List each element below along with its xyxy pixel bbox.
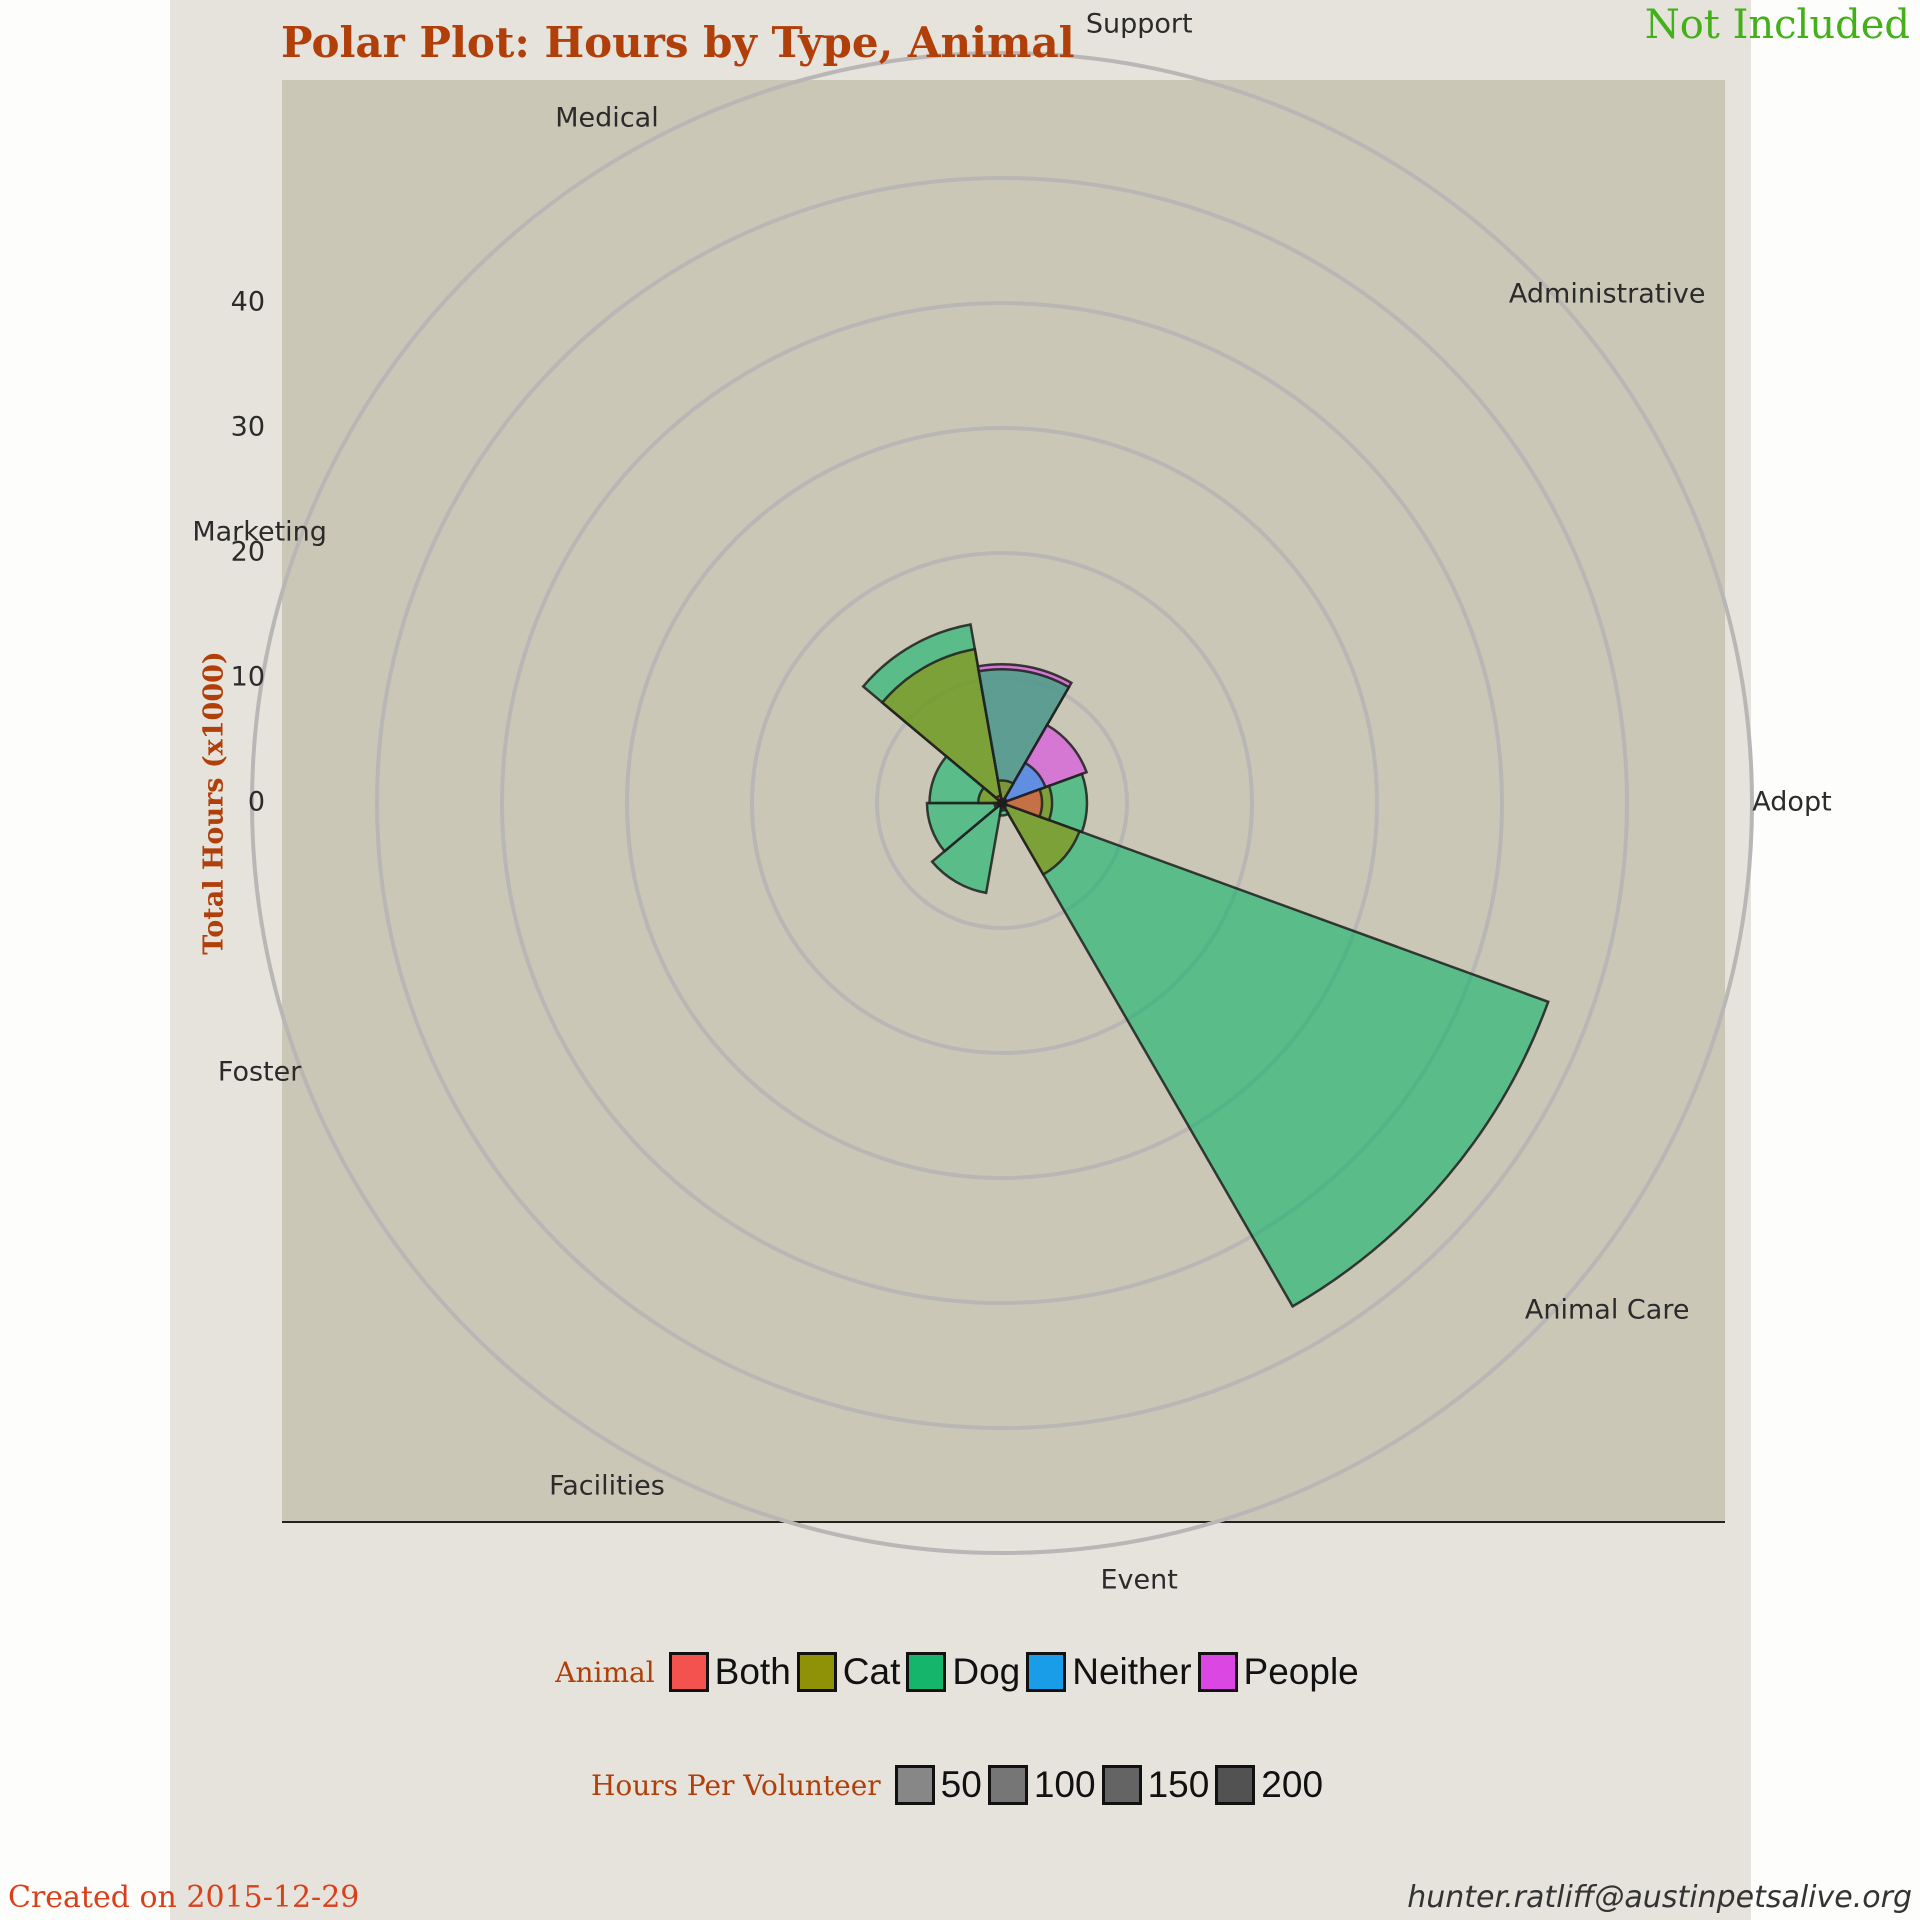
category-label-marketing: Marketing — [192, 516, 327, 547]
legend-size-item-150: 150 — [1101, 1764, 1210, 1806]
legend-animal: Animal Both Cat Dog Neither People — [0, 1651, 1920, 1693]
legend-swatch — [906, 1652, 947, 1692]
grid-circle-outer — [250, 51, 1754, 1555]
bar-dog-animal-care — [999, 800, 1550, 1309]
bar-neither-administrative — [999, 761, 1048, 806]
legend-swatch — [894, 1765, 935, 1805]
bar-dog-support — [977, 668, 1071, 807]
r-tick-label: 30 — [231, 412, 265, 443]
r-tick-label: 40 — [231, 287, 265, 318]
bar-dog-foster — [925, 801, 1006, 853]
bar-both-adopt — [998, 787, 1044, 819]
legend-label: 150 — [1147, 1764, 1210, 1805]
category-label-administrative: Administrative — [1509, 279, 1706, 310]
legend-swatch — [1215, 1765, 1256, 1805]
category-label-medical: Medical — [555, 102, 658, 133]
legend-label: 200 — [1261, 1764, 1324, 1805]
chart-title: Polar Plot: Hours by Type, Animal — [281, 18, 1075, 67]
legend-label: Both — [714, 1651, 791, 1692]
legend-size-title: Hours Per Volunteer — [590, 1768, 881, 1802]
labels-layer: Administrative Adopt Animal Care Event Facil… — [192, 9, 1831, 1596]
category-label-animal-care: Animal Care — [1525, 1294, 1690, 1325]
legend-item-cat: Cat — [796, 1651, 901, 1693]
grid-circle — [750, 551, 1254, 1055]
legend-label: 50 — [940, 1764, 982, 1805]
bar-dog-facilities — [930, 799, 1004, 895]
legend-label: Dog — [952, 1651, 1021, 1692]
category-label-foster: Foster — [218, 1057, 302, 1088]
category-label-adopt: Adopt — [1752, 787, 1831, 818]
legend-swatch — [1101, 1765, 1142, 1805]
legend-size-item-200: 200 — [1215, 1764, 1323, 1806]
r-tick-label: 10 — [231, 662, 265, 693]
bar-cat-animal-care — [999, 800, 1082, 877]
category-label-support: Support — [1086, 9, 1193, 40]
legend-swatch — [668, 1652, 709, 1692]
r-tick-label: 20 — [231, 537, 265, 568]
r-tick-label: 0 — [248, 787, 265, 818]
bar-cat-medical — [880, 647, 1004, 807]
legend-swatch — [1026, 1652, 1067, 1692]
legend-label: Cat — [842, 1651, 901, 1692]
legend-swatch — [987, 1765, 1028, 1805]
category-label-facilities: Facilities — [549, 1471, 665, 1502]
legend-animal-title: Animal — [555, 1655, 655, 1689]
watermark-label: Not Included — [1644, 2, 1910, 48]
legend-label: Neither — [1072, 1651, 1192, 1692]
category-label-event: Event — [1101, 1564, 1178, 1595]
legend-size-item-50: 50 — [894, 1764, 982, 1806]
created-date: Created on 2015-12-29 — [8, 1880, 360, 1915]
legend-label: People — [1243, 1651, 1359, 1692]
author-email: hunter.ratliff@austinpetsalive.org — [1407, 1880, 1912, 1915]
legend-size-items: 50 100 150 200 — [894, 1764, 1329, 1806]
legend-animal-items: Both Cat Dog Neither People — [668, 1651, 1365, 1693]
legend-item-people: People — [1197, 1651, 1359, 1693]
legend-size: Hours Per Volunteer 50 100 150 200 — [0, 1764, 1920, 1806]
legend-item-neither: Neither — [1026, 1651, 1192, 1693]
legend-item-both: Both — [668, 1651, 791, 1693]
panel-baseline — [282, 1521, 1725, 1523]
legend-label: 100 — [1033, 1764, 1096, 1805]
bar-people-foster — [999, 801, 1006, 806]
bars-layer — [861, 623, 1550, 1309]
legend-swatch — [1197, 1652, 1238, 1692]
grid-circle — [500, 301, 1504, 1305]
grid-layer — [250, 51, 1754, 1555]
grid-circle — [625, 426, 1379, 1180]
y-axis-label: Total Hours (x1000) — [198, 651, 230, 955]
legend-item-dog: Dog — [906, 1651, 1020, 1693]
legend-swatch — [796, 1652, 837, 1692]
legend-size-item-100: 100 — [987, 1764, 1096, 1806]
grid-circle — [375, 176, 1629, 1430]
